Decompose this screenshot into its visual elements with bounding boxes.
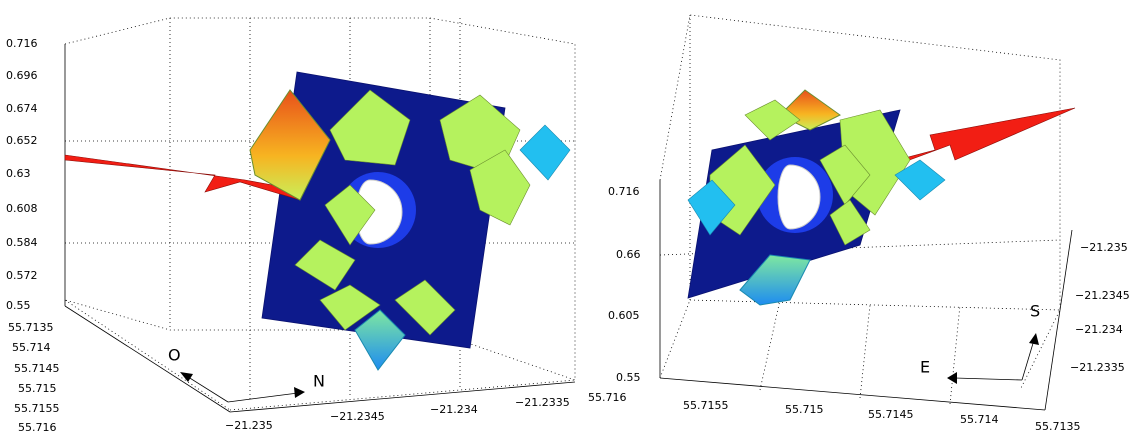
x-tick-label: 55.7145 [868, 408, 914, 421]
x-tick-label: 55.7155 [683, 399, 729, 412]
y-tick-label: 55.714 [12, 341, 51, 354]
x-axis [659, 377, 1046, 411]
shape [659, 14, 1061, 391]
y-tick-label: −21.234 [1075, 323, 1123, 336]
octahedron [469, 149, 531, 226]
shape [659, 299, 691, 379]
y-tick-label: 55.7155 [14, 402, 60, 415]
direction-label: S [1030, 302, 1040, 321]
x-tick-label: 55.716 [588, 391, 627, 404]
shape [954, 377, 1023, 381]
x-tick-label: 55.714 [960, 413, 999, 426]
shape [1029, 333, 1039, 345]
direction-label: N [313, 372, 325, 391]
shape [659, 239, 1061, 256]
octahedron [394, 279, 456, 336]
shape [1021, 339, 1035, 381]
z-tick-label: 0.605 [608, 309, 640, 322]
shape [949, 304, 961, 405]
y-tick-label: 55.715 [18, 382, 57, 395]
z-tick-label: 0.55 [6, 299, 31, 312]
z-tick-label: 0.584 [6, 236, 38, 249]
grid [659, 14, 1061, 405]
y-axis [64, 305, 231, 413]
shape [947, 372, 957, 384]
shape [184, 374, 229, 403]
x-axis [229, 381, 576, 413]
left-panel: 0.716 0.696 0.674 0.652 0.63 0.608 0.584… [6, 17, 576, 434]
x-tick-label: 55.715 [785, 403, 824, 416]
shape [294, 387, 305, 398]
shape [859, 304, 871, 399]
shape [229, 379, 576, 411]
octahedron [354, 309, 406, 371]
z-tick-label: 0.716 [608, 185, 640, 198]
z-tick-label: 0.652 [6, 134, 38, 147]
octahedron [294, 239, 356, 291]
y-tick-label: 55.7145 [14, 362, 60, 375]
x-tick-label: −21.2335 [515, 396, 570, 409]
shape [689, 299, 1061, 311]
x-tick-label: −21.234 [430, 403, 478, 416]
z-tick-label: 0.608 [6, 202, 38, 215]
octahedron [819, 144, 871, 206]
x-tick-label: −21.235 [225, 419, 273, 432]
x-tick-label: −21.2345 [330, 410, 385, 423]
shape [180, 372, 193, 382]
right-panel: 0.716 0.66 0.605 0.55 55.716 55.7155 55.… [588, 14, 1130, 433]
x-tick-label: 55.7135 [1035, 420, 1081, 433]
sphere [777, 164, 821, 230]
y-tick-label: 55.7135 [8, 321, 54, 334]
z-tick-label: 0.55 [616, 371, 641, 384]
y-tick-label: 55.716 [18, 421, 57, 434]
octahedron [894, 159, 946, 201]
y-axis [1044, 229, 1073, 411]
z-tick-label: 0.674 [6, 102, 38, 115]
arrow [64, 154, 301, 201]
compass: S E [920, 302, 1040, 384]
octahedron [319, 284, 381, 331]
octahedron [739, 254, 811, 306]
direction-label: O [168, 346, 181, 365]
z-tick-label: 0.716 [6, 37, 38, 50]
octahedron [687, 179, 736, 236]
octahedron [329, 89, 411, 166]
y-tick-label: −21.235 [1080, 241, 1128, 254]
shape [64, 299, 231, 411]
z-tick-label: 0.63 [6, 167, 31, 180]
y-tick-label: −21.2335 [1070, 361, 1125, 374]
z-tick-label: 0.66 [616, 248, 641, 261]
octahedron [744, 99, 801, 141]
z-tick-label: 0.572 [6, 269, 38, 282]
z-tick-label: 0.696 [6, 69, 38, 82]
octahedron [519, 124, 571, 181]
octahedron [829, 199, 871, 246]
compass: O N [168, 346, 325, 403]
shape [227, 392, 299, 403]
octahedron [249, 89, 331, 201]
direction-label: E [920, 358, 930, 377]
octahedron [324, 184, 376, 246]
y-tick-label: −21.2345 [1075, 289, 1130, 302]
shape [759, 299, 781, 391]
